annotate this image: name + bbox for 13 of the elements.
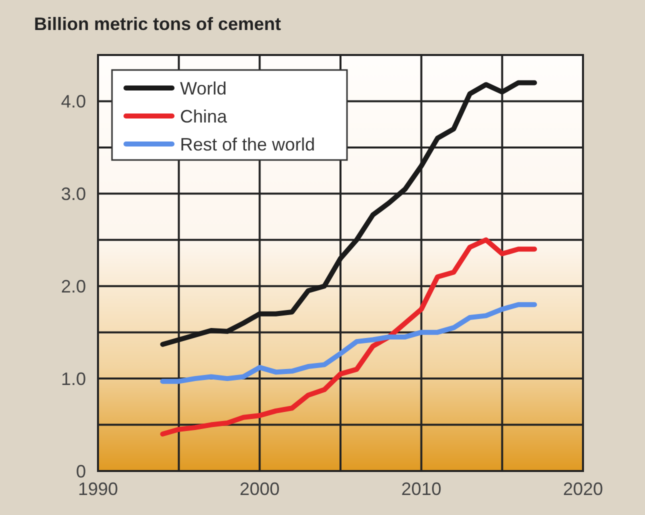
legend-label: Rest of the world [180,134,316,154]
legend-label: World [180,78,227,98]
legend-label: China [180,106,228,126]
y-tick-label: 0 [76,461,86,482]
y-tick-label: 4.0 [60,92,86,112]
y-tick-label: 1.0 [60,368,86,389]
x-tick-label: 1990 [78,479,118,499]
y-axis-title: Billion metric tons of cement [34,14,282,34]
x-tick-label: 2010 [401,479,442,499]
x-tick-label: 2020 [562,479,604,499]
y-tick-label: 2.0 [60,276,86,296]
y-tick-label: 3.0 [60,184,86,204]
x-tick-label: 2000 [240,479,280,499]
